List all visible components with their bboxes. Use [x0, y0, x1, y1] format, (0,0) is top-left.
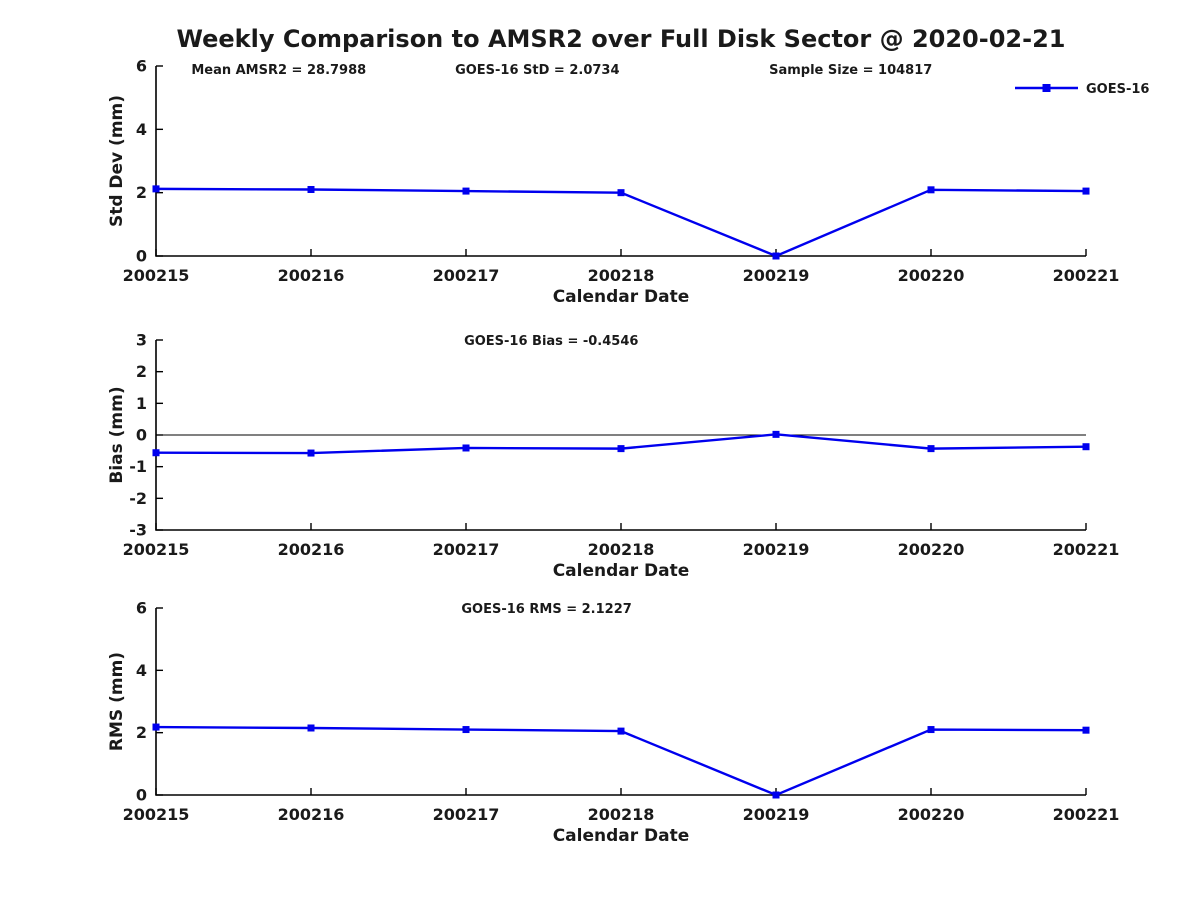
annotation-text: Sample Size = 104817: [769, 63, 932, 78]
series-marker: [462, 187, 470, 195]
x-tick-label: 200215: [123, 266, 190, 285]
y-tick-label: 4: [136, 661, 147, 680]
series-marker: [462, 444, 470, 452]
y-tick-label: 0: [136, 247, 147, 266]
axis-spines: [155, 608, 1086, 796]
x-axis-title: Calendar Date: [553, 287, 690, 307]
x-tick-label: 200219: [743, 805, 810, 824]
x-tick-label: 200218: [588, 266, 655, 285]
annotation-text: GOES-16 RMS = 2.1227: [461, 602, 631, 617]
x-tick-label: 200217: [433, 805, 500, 824]
x-tick-label: 200221: [1053, 266, 1120, 285]
series-marker: [927, 445, 935, 453]
x-tick-label: 200218: [588, 540, 655, 559]
series-marker: [307, 186, 315, 193]
x-tick-label: 200219: [743, 266, 810, 285]
series-marker: [617, 445, 625, 453]
series-marker: [152, 723, 160, 731]
series-marker: [927, 186, 935, 194]
y-tick-label: -2: [129, 489, 147, 508]
subplot-std-dev: 0 2 4 6 200215 200216 200217 200218 200219 200220…: [107, 57, 1149, 308]
legend-marker: [1042, 84, 1051, 92]
y-tick-label: 2: [136, 362, 147, 381]
subplot-bias: -3 -2 -1 0 1 2 3 200215 200216 200217 200218 200219…: [107, 331, 1119, 582]
subplot-rms: 0 2 4 6 200215 200216 200217 200218 200219 200220…: [107, 599, 1119, 847]
x-axis-title: Calendar Date: [553, 826, 690, 846]
y-axis-title: Bias (mm): [107, 386, 127, 483]
y-tick-label: -3: [129, 521, 147, 540]
series-marker: [772, 791, 780, 799]
y-tick-label: 4: [136, 120, 147, 139]
x-tick-label: 200215: [123, 540, 190, 559]
y-tick-label: 2: [136, 183, 147, 202]
x-tick-label: 200220: [898, 266, 965, 285]
x-tick-label: 200218: [588, 805, 655, 824]
x-tick-label: 200215: [123, 805, 190, 824]
x-tick-label: 200217: [433, 540, 500, 559]
y-tick-label: 3: [136, 331, 147, 350]
x-tick-label: 200217: [433, 266, 500, 285]
annotation-text: GOES-16 StD = 2.0734: [455, 63, 619, 78]
y-tick-label: 1: [136, 394, 147, 413]
y-tick-label: 0: [136, 786, 147, 805]
series-marker: [617, 727, 625, 735]
figure-title: Weekly Comparison to AMSR2 over Full Dis…: [177, 25, 1066, 53]
x-axis-title: Calendar Date: [553, 561, 690, 581]
x-tick-label: 200221: [1053, 540, 1120, 559]
x-tick-label: 200220: [898, 540, 965, 559]
series-marker: [1082, 726, 1090, 734]
series-marker: [927, 726, 935, 734]
series-line: [155, 725, 1087, 797]
x-tick-label: 200216: [278, 266, 345, 285]
series-marker: [1082, 443, 1090, 451]
series-marker: [152, 185, 160, 193]
axis-spines: [155, 66, 1086, 257]
series-line: [155, 187, 1087, 258]
legend-label: GOES-16: [1086, 82, 1149, 97]
x-tick-label: 200219: [743, 540, 810, 559]
series-marker: [307, 724, 315, 732]
series-marker: [1082, 187, 1090, 195]
x-tick-label: 200216: [278, 540, 345, 559]
series-marker: [617, 189, 625, 197]
series-marker: [307, 449, 315, 457]
y-tick-label: 6: [136, 599, 147, 618]
x-tick-label: 200221: [1053, 805, 1120, 824]
series-marker: [772, 252, 780, 260]
y-axis-title: RMS (mm): [107, 652, 127, 751]
series-marker: [462, 726, 470, 734]
x-tick-label: 200216: [278, 805, 345, 824]
series-marker: [152, 449, 160, 457]
y-axis-title: Std Dev (mm): [107, 95, 127, 227]
x-tick-label: 200220: [898, 805, 965, 824]
y-tick-label: 6: [136, 57, 147, 76]
legend: GOES-16: [1015, 82, 1149, 97]
y-tick-label: -1: [129, 457, 147, 476]
annotation-text: GOES-16 Bias = -0.4546: [464, 334, 638, 349]
annotation-text: Mean AMSR2 = 28.7988: [191, 63, 366, 78]
y-tick-label: 2: [136, 723, 147, 742]
series-marker: [772, 430, 780, 438]
y-tick-label: 0: [136, 426, 147, 445]
